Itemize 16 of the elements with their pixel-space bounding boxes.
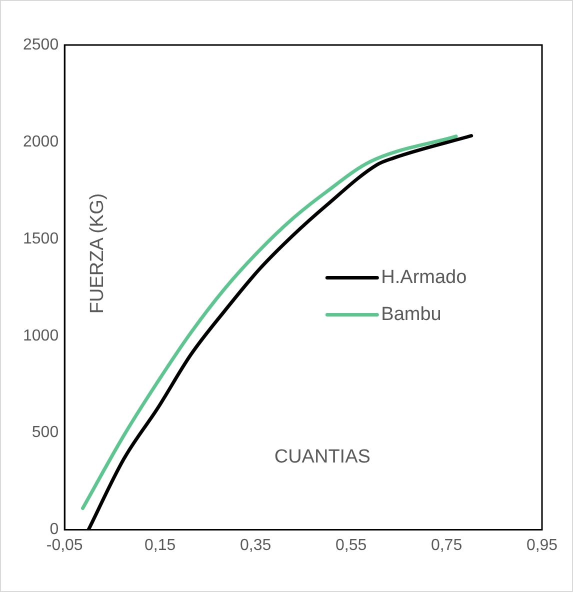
legend-label: Bambu [381, 304, 442, 325]
y-tick-label: 1000 [23, 327, 59, 344]
x-tick-label: 0,35 [240, 536, 272, 554]
y-tick-label: 2500 [23, 36, 59, 54]
y-axis-title: FUERZA (KG) [87, 193, 108, 314]
y-tick-label: 500 [32, 424, 59, 442]
x-axis-title: CUANTIAS [274, 446, 370, 468]
x-tick-label: -0,05 [46, 536, 83, 554]
x-tick-label: 0,95 [526, 536, 558, 554]
x-tick-label: 0,15 [144, 536, 176, 554]
x-tick-label: 0,75 [430, 536, 462, 554]
legend-label: H.Armado [381, 266, 467, 288]
x-tick-label: 0,55 [335, 536, 367, 554]
y-tick-label: 0 [50, 521, 59, 538]
y-tick-label: 2000 [23, 133, 59, 150]
y-tick-label: 1500 [23, 230, 59, 248]
